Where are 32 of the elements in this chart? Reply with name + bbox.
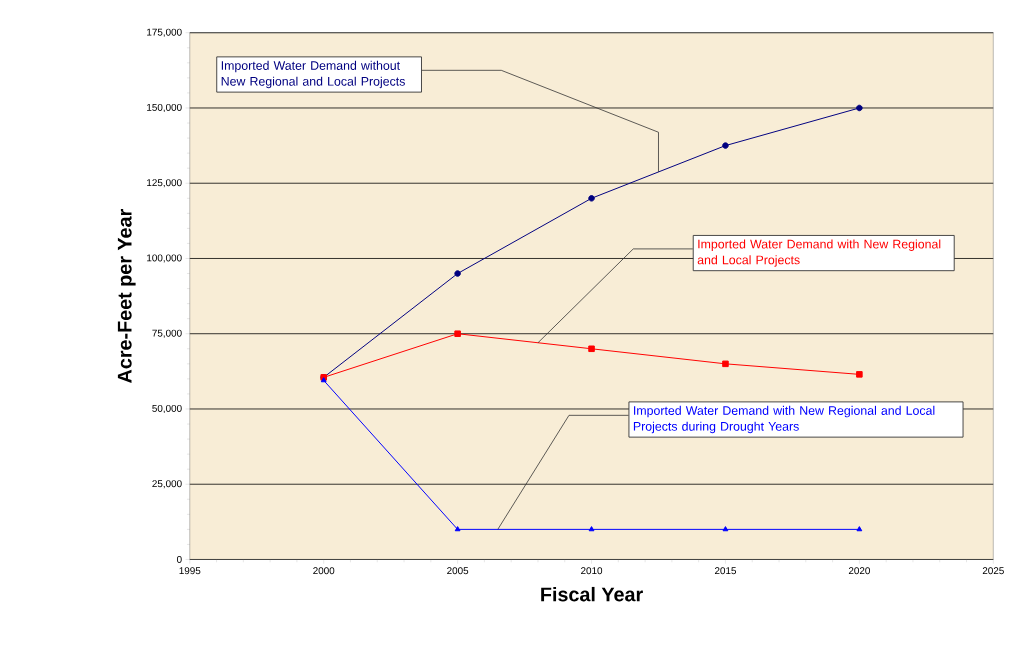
x-axis-title: Fiscal Year	[541, 587, 643, 602]
x-tick-label: 2020	[848, 567, 870, 575]
point	[454, 330, 461, 338]
point	[856, 371, 863, 378]
point	[454, 270, 461, 277]
x-tick-label: 2025	[982, 567, 1004, 575]
x-tick-label: 2010	[581, 567, 603, 575]
y-tick-label: 0	[176, 556, 182, 564]
y-tick-label: 150,000	[147, 104, 182, 113]
point	[722, 526, 729, 532]
point	[588, 195, 595, 202]
x-tick-label: 2000	[313, 567, 335, 575]
x-tick-label: 2015	[714, 567, 737, 575]
y-tick-label: 175,000	[147, 28, 182, 38]
y-axis-title: Acre-Feet per Year	[117, 209, 136, 384]
text: Imported Water Demand with New Regional and Local Projects	[697, 239, 941, 267]
point	[856, 104, 863, 112]
y-tick-label: 100,000	[147, 254, 182, 263]
point	[588, 526, 595, 532]
text: Imported Water Demand with New Regional and Local Projects during Drought Years	[633, 406, 935, 434]
point	[722, 360, 729, 368]
y-tick-label: 50,000	[152, 405, 182, 414]
point	[454, 526, 461, 532]
y-tick-label: 25,000	[152, 480, 182, 489]
point	[722, 142, 729, 150]
point	[588, 345, 595, 353]
text: Imported Water Demand without New Regional and Local Projects	[221, 61, 405, 89]
x-tick-label: 1995	[179, 567, 201, 575]
x-tick-label: 2005	[447, 567, 469, 575]
point	[856, 526, 863, 532]
y-tick-label: 125,000	[147, 179, 182, 188]
y-tick-label: 75,000	[152, 329, 182, 339]
